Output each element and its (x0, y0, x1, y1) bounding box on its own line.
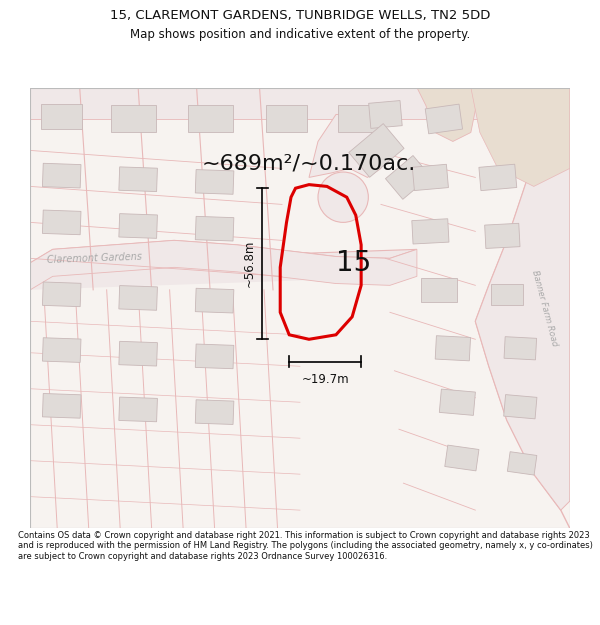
Polygon shape (43, 338, 81, 362)
Polygon shape (111, 106, 156, 132)
Text: 15, CLAREMONT GARDENS, TUNBRIDGE WELLS, TN2 5DD: 15, CLAREMONT GARDENS, TUNBRIDGE WELLS, … (110, 9, 490, 22)
Polygon shape (508, 452, 537, 475)
Wedge shape (318, 172, 368, 222)
Text: ~19.7m: ~19.7m (301, 373, 349, 386)
Text: Banner Farm Road: Banner Farm Road (530, 269, 559, 347)
Text: ~689m²/~0.170ac.: ~689m²/~0.170ac. (202, 154, 416, 174)
Polygon shape (41, 104, 82, 129)
Polygon shape (439, 389, 475, 416)
Text: Map shows position and indicative extent of the property.: Map shows position and indicative extent… (130, 28, 470, 41)
Polygon shape (195, 400, 234, 424)
Polygon shape (349, 124, 404, 177)
Polygon shape (30, 241, 417, 263)
Polygon shape (30, 88, 570, 119)
Polygon shape (30, 268, 417, 290)
Polygon shape (119, 397, 157, 422)
Polygon shape (309, 114, 381, 178)
Polygon shape (368, 101, 402, 128)
Polygon shape (119, 341, 157, 366)
Polygon shape (435, 336, 470, 361)
Text: 15: 15 (337, 249, 371, 277)
Polygon shape (503, 394, 537, 419)
Polygon shape (479, 164, 517, 191)
Polygon shape (195, 344, 234, 369)
Polygon shape (188, 106, 233, 132)
Polygon shape (30, 241, 417, 290)
Polygon shape (445, 445, 479, 471)
Text: ~56.8m: ~56.8m (243, 240, 256, 288)
Polygon shape (195, 216, 234, 241)
Text: Contains OS data © Crown copyright and database right 2021. This information is : Contains OS data © Crown copyright and d… (18, 531, 593, 561)
Polygon shape (421, 278, 457, 301)
Polygon shape (43, 163, 81, 188)
Polygon shape (266, 106, 307, 132)
Polygon shape (412, 164, 448, 191)
Text: Claremont Gardens: Claremont Gardens (46, 252, 142, 265)
Polygon shape (43, 210, 81, 235)
Polygon shape (195, 288, 234, 313)
Polygon shape (43, 394, 81, 418)
Polygon shape (30, 88, 570, 528)
Polygon shape (504, 337, 536, 360)
Polygon shape (119, 286, 157, 310)
Polygon shape (485, 223, 520, 249)
Polygon shape (338, 106, 379, 132)
Polygon shape (425, 104, 463, 134)
Polygon shape (491, 284, 523, 305)
Polygon shape (195, 169, 234, 194)
Polygon shape (385, 156, 430, 199)
Polygon shape (119, 167, 157, 192)
Polygon shape (475, 88, 570, 510)
Polygon shape (119, 214, 157, 238)
Polygon shape (43, 282, 81, 307)
Polygon shape (417, 88, 480, 141)
Polygon shape (471, 88, 570, 186)
Polygon shape (412, 219, 449, 244)
